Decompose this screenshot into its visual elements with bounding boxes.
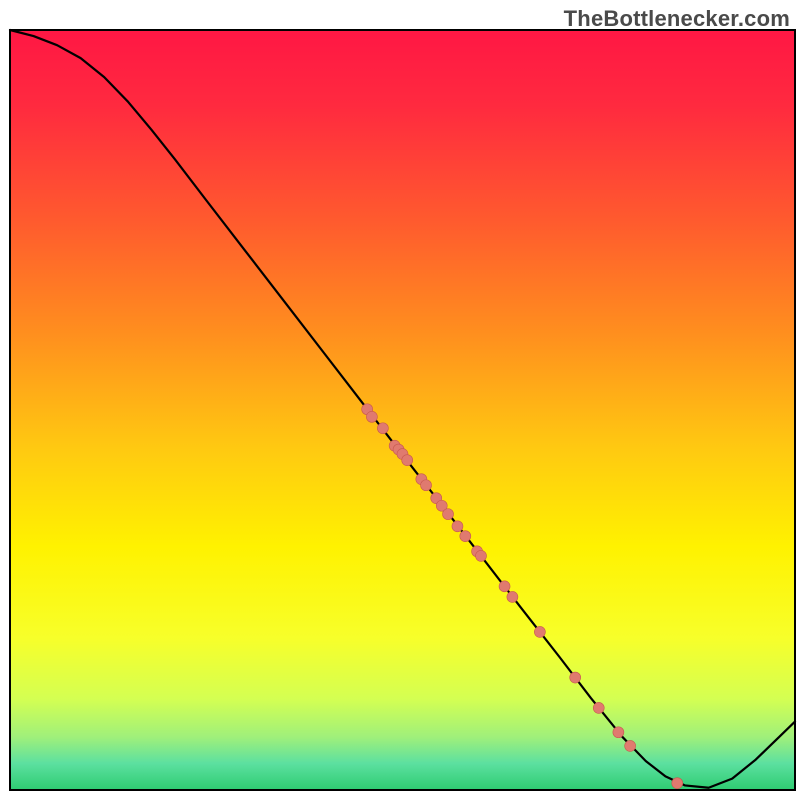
- data-point: [593, 702, 604, 713]
- chart-container: TheBottlenecker.com: [0, 0, 800, 800]
- bottleneck-curve: [10, 30, 795, 788]
- data-point: [499, 581, 510, 592]
- plot-border: [10, 30, 795, 790]
- data-point: [421, 480, 432, 491]
- data-point: [507, 591, 518, 602]
- data-point: [366, 411, 377, 422]
- data-point: [625, 740, 636, 751]
- data-point: [570, 672, 581, 683]
- plot-svg: [0, 0, 800, 800]
- data-point: [476, 550, 487, 561]
- data-markers: [362, 404, 683, 789]
- data-point: [452, 521, 463, 532]
- data-point: [613, 727, 624, 738]
- data-point: [534, 626, 545, 637]
- data-point: [377, 423, 388, 434]
- data-point: [672, 778, 683, 789]
- data-point: [443, 509, 454, 520]
- data-point: [402, 455, 413, 466]
- data-point: [460, 531, 471, 542]
- watermark-text: TheBottlenecker.com: [564, 6, 790, 32]
